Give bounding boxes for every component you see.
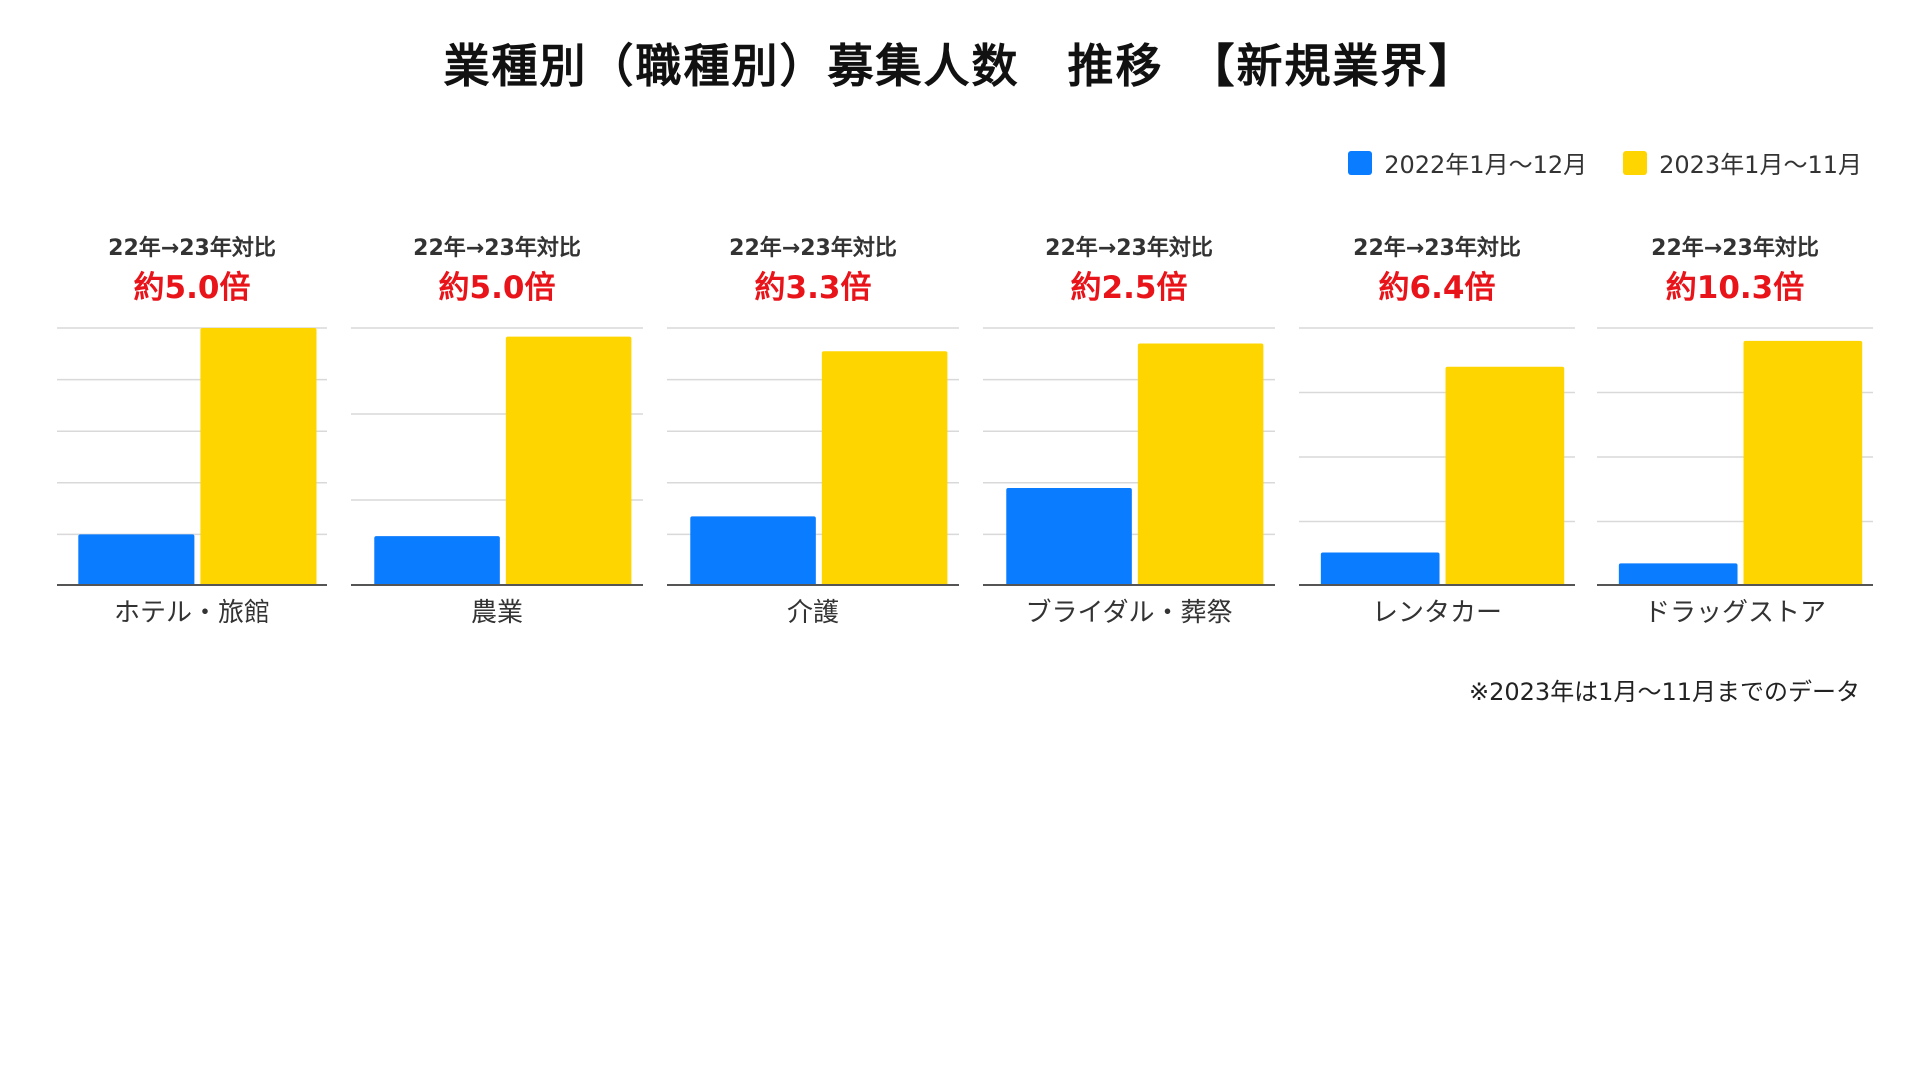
ratio-label: 約2.5倍 <box>1070 270 1188 306</box>
category-label: ドラッグストア <box>1643 598 1826 628</box>
comparison-label: 22年→23年対比 <box>729 236 897 261</box>
legend-item-2022: 2022年1月〜12月 <box>1348 145 1587 180</box>
bar-chart-agriculture <box>351 327 643 586</box>
bar-2022 <box>1006 487 1132 586</box>
bar-2022 <box>690 516 816 586</box>
bar-chart-bridal-funeral <box>983 327 1275 586</box>
ratio-label: 約3.3倍 <box>754 270 872 306</box>
category-label: レンタカー <box>1371 598 1502 628</box>
bar-2022 <box>374 536 500 586</box>
legend-item-2023: 2023年1月〜11月 <box>1623 145 1862 180</box>
bar-2023 <box>1743 340 1863 586</box>
category-label: ホテル・旅館 <box>113 598 270 628</box>
bar-2023 <box>821 351 948 586</box>
bar-2023 <box>1445 366 1565 586</box>
bar-2022 <box>1618 563 1738 586</box>
bar-2023 <box>200 328 317 586</box>
comparison-label: 22年→23年対比 <box>1353 236 1521 261</box>
ratio-label: 約10.3倍 <box>1665 270 1805 306</box>
bar-chart-drugstore <box>1597 327 1873 586</box>
bar-2023 <box>1137 343 1264 586</box>
ratio-label: 約6.4倍 <box>1378 270 1496 306</box>
footnote: ※2023年は1月〜11月までのデータ <box>1469 678 1860 706</box>
category-label: ブライダル・葬祭 <box>1025 598 1233 628</box>
legend-label-2023: 2023年1月〜11月 <box>1659 151 1862 179</box>
comparison-label: 22年→23年対比 <box>1651 236 1819 261</box>
category-label: 介護 <box>786 598 839 628</box>
category-label: 農業 <box>470 598 523 628</box>
bar-2022 <box>78 534 195 586</box>
bar-chart-nursing-care <box>667 327 959 586</box>
comparison-label: 22年→23年対比 <box>1045 236 1213 261</box>
page-title: 業種別（職種別）募集人数 推移 【新規業界】 <box>443 39 1477 93</box>
bar-chart-rental-car <box>1299 327 1575 586</box>
legend-swatch-2023 <box>1623 150 1648 175</box>
legend-swatch-2022 <box>1348 150 1373 175</box>
bar-chart-hotel <box>57 327 327 586</box>
ratio-label: 約5.0倍 <box>438 270 556 306</box>
bar-2022 <box>1320 552 1440 586</box>
chart-legend: 2022年1月〜12月 2023年1月〜11月 <box>1348 145 1862 180</box>
ratio-label: 約5.0倍 <box>133 270 251 306</box>
bar-2023 <box>505 336 632 586</box>
legend-label-2022: 2022年1月〜12月 <box>1384 151 1588 179</box>
comparison-label: 22年→23年対比 <box>108 236 276 261</box>
comparison-label: 22年→23年対比 <box>413 236 581 261</box>
